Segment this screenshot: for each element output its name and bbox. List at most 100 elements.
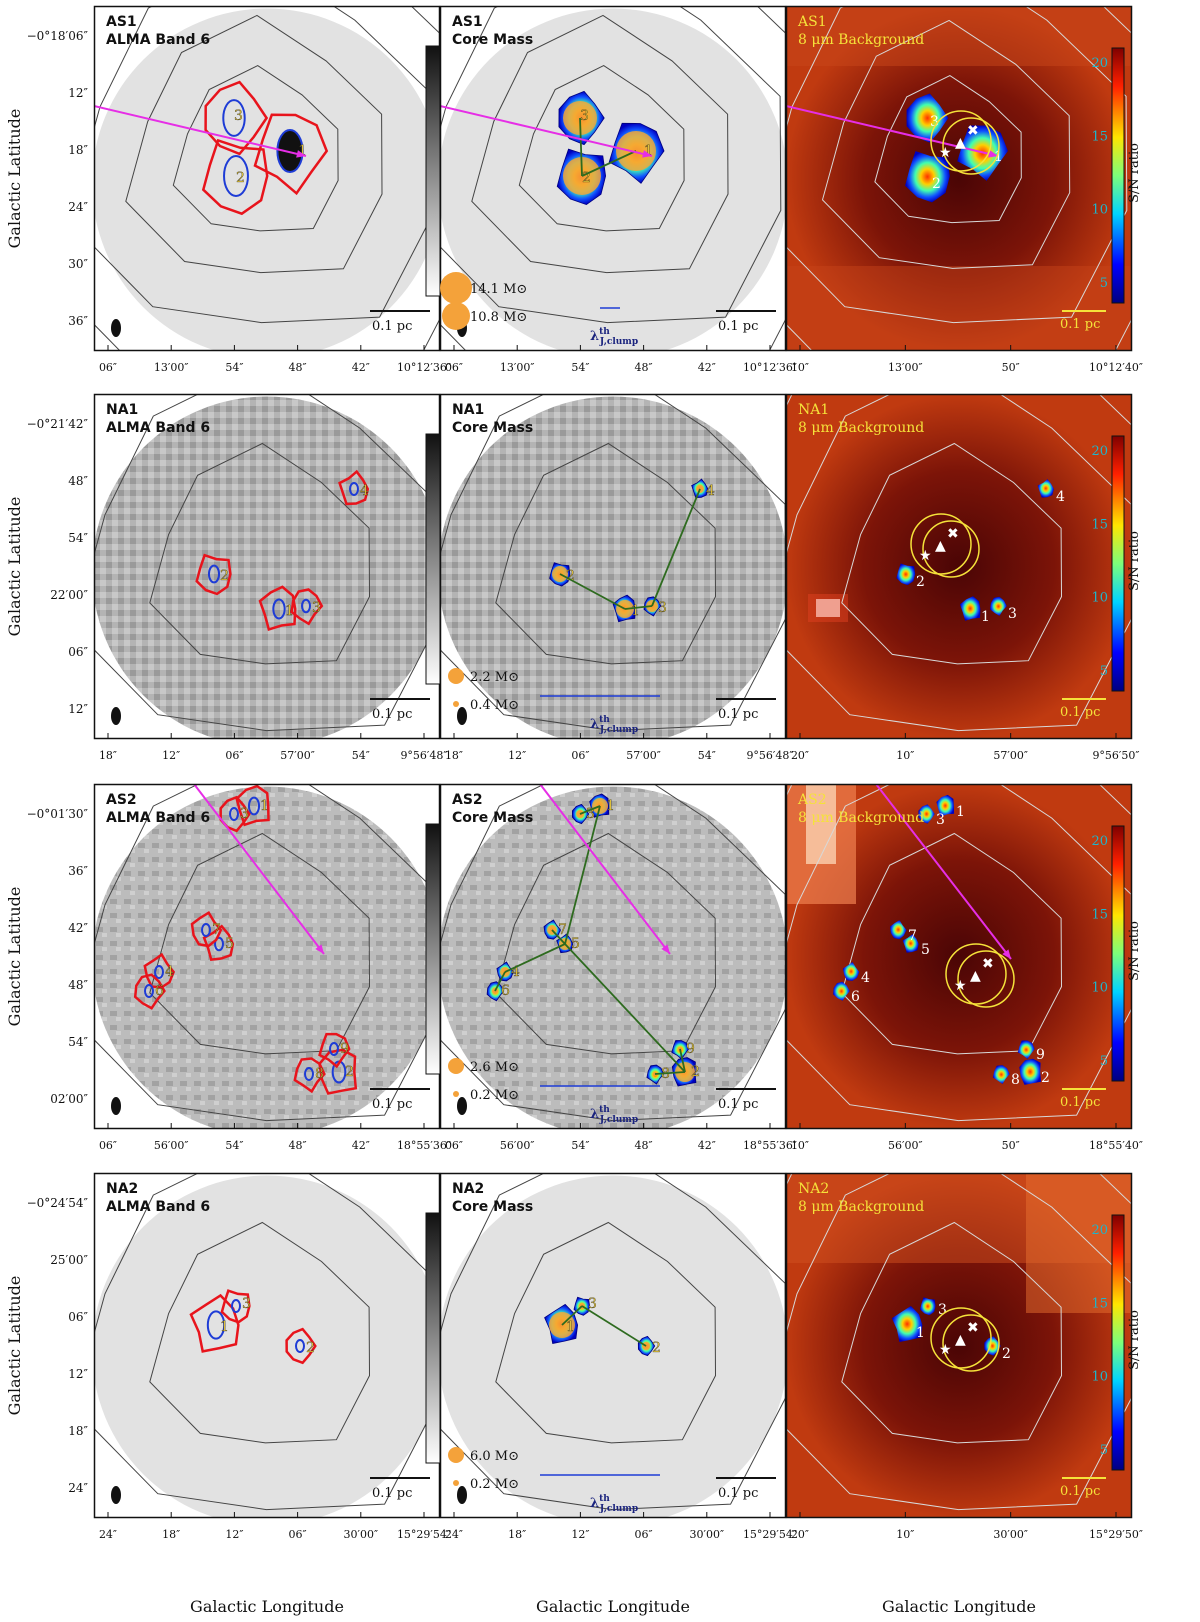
core-label-8: 8: [1011, 1072, 1020, 1088]
core-label-1: 1: [994, 149, 1003, 165]
panel-title-field: AS1: [797, 14, 827, 30]
star-marker: ★: [954, 978, 967, 994]
y-tick-label: 42″: [68, 921, 88, 935]
colorbar-tick: 5: [1100, 1443, 1108, 1458]
contour: [125, 14, 383, 274]
scale-bar-label: 0.1 pc: [718, 319, 758, 334]
x-tick-label: 15°29′54″: [397, 1528, 451, 1541]
colorbar: [1111, 435, 1125, 692]
core-contour-blue: [144, 984, 154, 998]
y-tick-label: −0°21′42″: [27, 417, 89, 431]
core-contour-blue: [276, 129, 304, 173]
mass-legend-small-label: 0.2 M⊙: [470, 1477, 519, 1492]
proper-motion-arrow: [786, 105, 999, 157]
contour: [786, 784, 1132, 1122]
core-sn-emission: [1037, 479, 1054, 498]
mst-edge: [624, 605, 653, 610]
triangle-marker: ▲: [970, 968, 981, 984]
contour: [471, 14, 729, 274]
core-label-1: 1: [285, 603, 294, 619]
clump-circle: [942, 117, 1000, 175]
x-tick-label: 18°55′36″: [397, 1139, 451, 1152]
core-contour-red: [195, 553, 232, 596]
colorbar-tick: 10: [1091, 203, 1108, 218]
core-label-2: 2: [306, 1340, 315, 1356]
x-tick-label: 42″: [698, 361, 716, 374]
proper-motion-arrowhead: [661, 944, 670, 954]
panel-title-field: NA1: [798, 402, 829, 418]
core-label-2: 2: [1041, 1070, 1050, 1086]
mass-legend-large: [448, 1447, 464, 1463]
core-label-6: 6: [851, 989, 860, 1005]
x-tick-label: 48″: [289, 361, 307, 374]
colorbar-tick: 20: [1091, 444, 1108, 459]
core-label-1: 1: [916, 1325, 925, 1341]
primary-beam-disk: [440, 8, 786, 351]
y-axis-label: Galactic Latitude: [5, 497, 24, 637]
colorbar-tick: 15: [1091, 129, 1108, 144]
y-tick-label: 48″: [68, 978, 88, 992]
mst-edge: [581, 1305, 647, 1347]
primary-beam-disk: [94, 786, 440, 1129]
core-label-2: 2: [652, 1340, 661, 1356]
panel-title-sub: 8 μm Background: [798, 420, 924, 436]
colorbar-sn: 20 15 10 5 S/N ratio: [1091, 1214, 1142, 1471]
mst-edge: [561, 1305, 583, 1326]
core-contour-red: [235, 784, 270, 827]
proper-motion-arrow: [875, 784, 1012, 960]
y-tick-label: 12″: [68, 1367, 88, 1381]
x-tick-label: 24″: [445, 1528, 463, 1541]
panel-title-field: AS2: [106, 792, 137, 808]
core-contour-red: [189, 1293, 240, 1353]
ir-emission: [786, 266, 1132, 351]
y-tick-label: 48″: [68, 474, 88, 488]
core-sn-emission: [896, 563, 916, 586]
x-tick-label: 30′00″: [993, 1528, 1028, 1541]
mst-edge: [579, 117, 583, 177]
x-tick-label: 9°56′50″: [1092, 749, 1139, 762]
core-label-2: 2: [220, 568, 229, 584]
mst-edge: [579, 805, 601, 815]
colorbar-label: S/N ratio: [1127, 143, 1142, 203]
core-sn-emission: [891, 1306, 923, 1342]
colorbar: [425, 45, 441, 297]
core-contour-red: [293, 1057, 326, 1094]
core-contour-red: [290, 588, 324, 626]
primary-beam-disk: [440, 396, 786, 739]
triangle-marker: ▲: [935, 538, 946, 554]
core-label-3: 3: [312, 600, 321, 616]
panel-3: 1 2 3 4 ★▲✖ NA1 8 μm Background 0.1 pc 20 15 10 5 S/…: [785, 393, 1142, 762]
core-label-5: 5: [921, 942, 930, 958]
core-sn-emission: [1017, 1040, 1035, 1059]
panel-title-field: AS2: [797, 792, 827, 808]
core-label-3: 3: [930, 114, 939, 130]
scale-bar-label: 0.1 pc: [1060, 1484, 1100, 1499]
x-tick-label: 13′00″: [888, 361, 923, 374]
panel-title-field: NA2: [452, 1181, 484, 1197]
panel-title-field: NA1: [106, 402, 138, 418]
core-label-1: 1: [260, 798, 269, 814]
ir-emission: [786, 6, 1132, 66]
core-sn-emission: [833, 981, 850, 1001]
panel-content: 1 2 3 4 5 6 7 89 ★▲✖: [786, 784, 1132, 1129]
panel-title-sub: Core Mass: [452, 420, 533, 436]
star-marker: ★: [939, 145, 952, 161]
contour: [149, 442, 371, 665]
contour: [94, 784, 440, 1122]
proper-motion-arrowhead: [315, 944, 324, 954]
mass-legend-small: [453, 701, 459, 707]
contour: [94, 1173, 440, 1511]
colorbar-tick: 20: [1091, 56, 1108, 71]
colorbar-tick: 20: [1091, 1223, 1108, 1238]
contour: [495, 442, 717, 665]
beam-ellipse: [457, 1486, 467, 1504]
y-tick-label: 22′00″: [50, 588, 88, 602]
x-tick-label: 06″: [445, 361, 463, 374]
core-sn-emission: [906, 93, 949, 143]
colorbar-tick: 15: [1091, 1296, 1108, 1311]
y-tick-label: 06″: [68, 1310, 88, 1324]
core-contour-blue: [206, 1310, 226, 1340]
